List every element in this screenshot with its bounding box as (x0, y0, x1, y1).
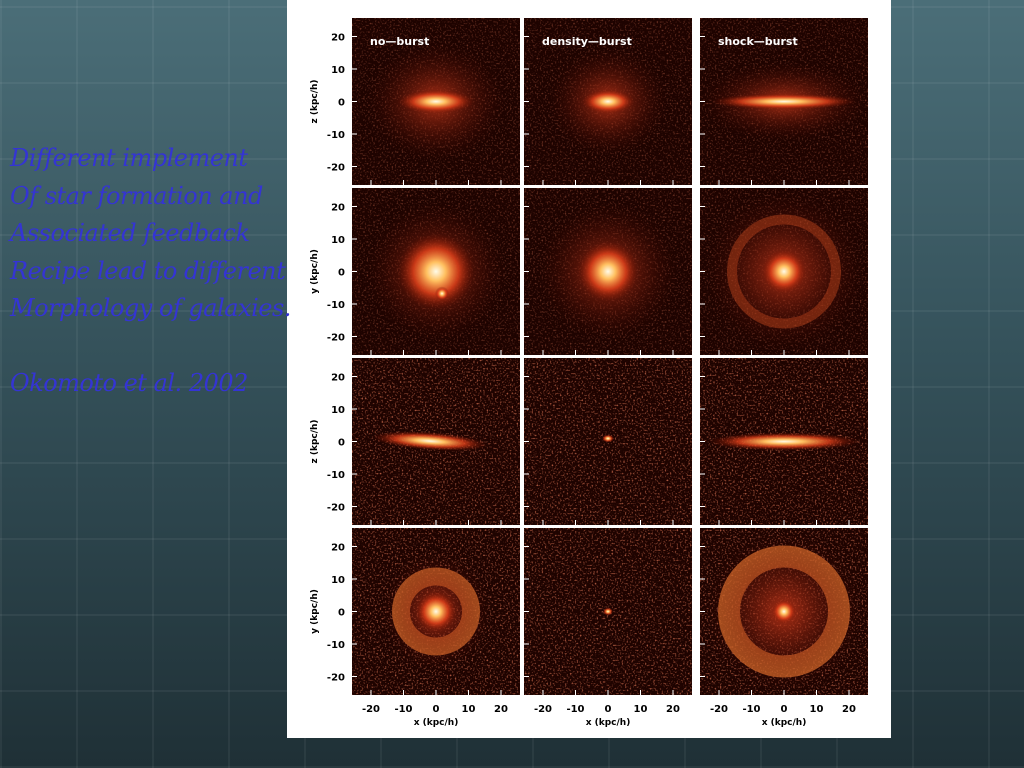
y-tick-label: 0 (338, 438, 345, 449)
y-tick-label: 10 (331, 65, 345, 76)
x-axis-label: x (kpc/h) (414, 718, 459, 728)
panel (524, 358, 692, 525)
panel: no—burst (352, 18, 520, 185)
panel (352, 188, 520, 355)
x-tick-label: -10 (742, 704, 760, 715)
panel: shock—burst (700, 18, 868, 185)
galaxy (578, 241, 638, 302)
y-tick-label: 10 (331, 405, 345, 416)
y-tick-label: -20 (327, 333, 345, 344)
x-tick-label: -10 (394, 704, 412, 715)
x-axis-label: x (kpc/h) (586, 718, 631, 728)
text-line: Okomoto et al. 2002 (10, 368, 248, 397)
y-axis-label: z (kpc/h) (310, 79, 320, 123)
panel-title: no—burst (370, 35, 429, 48)
panel (352, 358, 520, 525)
y-tick-label: 0 (338, 98, 345, 109)
galaxy (772, 599, 796, 624)
x-axis-label: x (kpc/h) (762, 718, 807, 728)
galaxy (398, 233, 474, 310)
y-tick-label: 20 (331, 33, 345, 44)
y-tick-label: -10 (327, 130, 345, 141)
y-tick-label: 20 (331, 373, 345, 384)
y-tick-label: 20 (331, 203, 345, 214)
galaxy (435, 286, 449, 301)
y-tick-label: 10 (331, 235, 345, 246)
y-tick-label: -10 (327, 640, 345, 651)
x-tick-label: -20 (534, 704, 552, 715)
panel: density—burst (524, 18, 692, 185)
y-tick-label: -20 (327, 163, 345, 174)
x-tick-label: 20 (494, 704, 508, 715)
y-tick-label: 10 (331, 575, 345, 586)
galaxy (372, 431, 488, 451)
x-tick-label: 0 (433, 704, 440, 715)
panel (524, 528, 692, 695)
figure: no—burst density—burst shock—burst 20 10 0 -10… (287, 0, 891, 738)
text-line: Associated feedback (10, 219, 250, 247)
y-tick-label: -10 (327, 300, 345, 311)
panel-title: density—burst (542, 35, 632, 48)
x-tick-label: 10 (634, 704, 648, 715)
panel (700, 528, 868, 695)
y-axis-label: z (kpc/h) (310, 419, 320, 463)
x-tick-label: -20 (710, 704, 728, 715)
y-tick-label: -10 (327, 470, 345, 481)
x-tick-label: 20 (842, 704, 856, 715)
x-tick-label: -10 (566, 704, 584, 715)
panel (700, 188, 868, 355)
y-axis-label: y (kpc/h) (310, 589, 320, 634)
text-line: Of star formation and (10, 181, 263, 210)
y-tick-label: -20 (327, 673, 345, 684)
galaxy (762, 249, 806, 294)
y-tick-label: 0 (338, 608, 345, 619)
text-line: Different implement (10, 144, 248, 172)
y-tick-label: -20 (327, 503, 345, 514)
panel (524, 188, 692, 355)
galaxy (712, 93, 856, 110)
x-tick-label: 10 (462, 704, 476, 715)
x-tick-label: -20 (362, 704, 380, 715)
x-tick-label: 20 (666, 704, 680, 715)
y-tick-label: 20 (331, 543, 345, 554)
y-axis-label: y (kpc/h) (310, 249, 320, 294)
panel (700, 358, 868, 525)
text-line: Recipe lead to different (10, 256, 286, 285)
slide-text: Different implement Of star formation and… (10, 140, 291, 402)
x-tick-label: 0 (605, 704, 612, 715)
galaxy (708, 432, 860, 451)
y-tick-label: 0 (338, 268, 345, 279)
panel (352, 528, 520, 695)
text-line: Morphology of galaxies. (10, 294, 291, 322)
x-tick-label: 0 (781, 704, 788, 715)
galaxy (416, 591, 456, 632)
panel-title: shock—burst (718, 35, 798, 48)
galaxy (398, 89, 474, 114)
galaxy (603, 607, 613, 616)
x-tick-label: 10 (810, 704, 824, 715)
galaxy (582, 89, 634, 114)
galaxy (602, 434, 614, 443)
